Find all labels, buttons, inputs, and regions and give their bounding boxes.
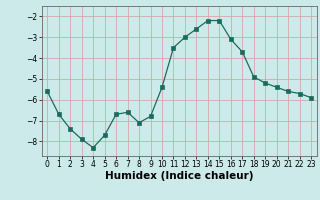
X-axis label: Humidex (Indice chaleur): Humidex (Indice chaleur) <box>105 171 253 181</box>
